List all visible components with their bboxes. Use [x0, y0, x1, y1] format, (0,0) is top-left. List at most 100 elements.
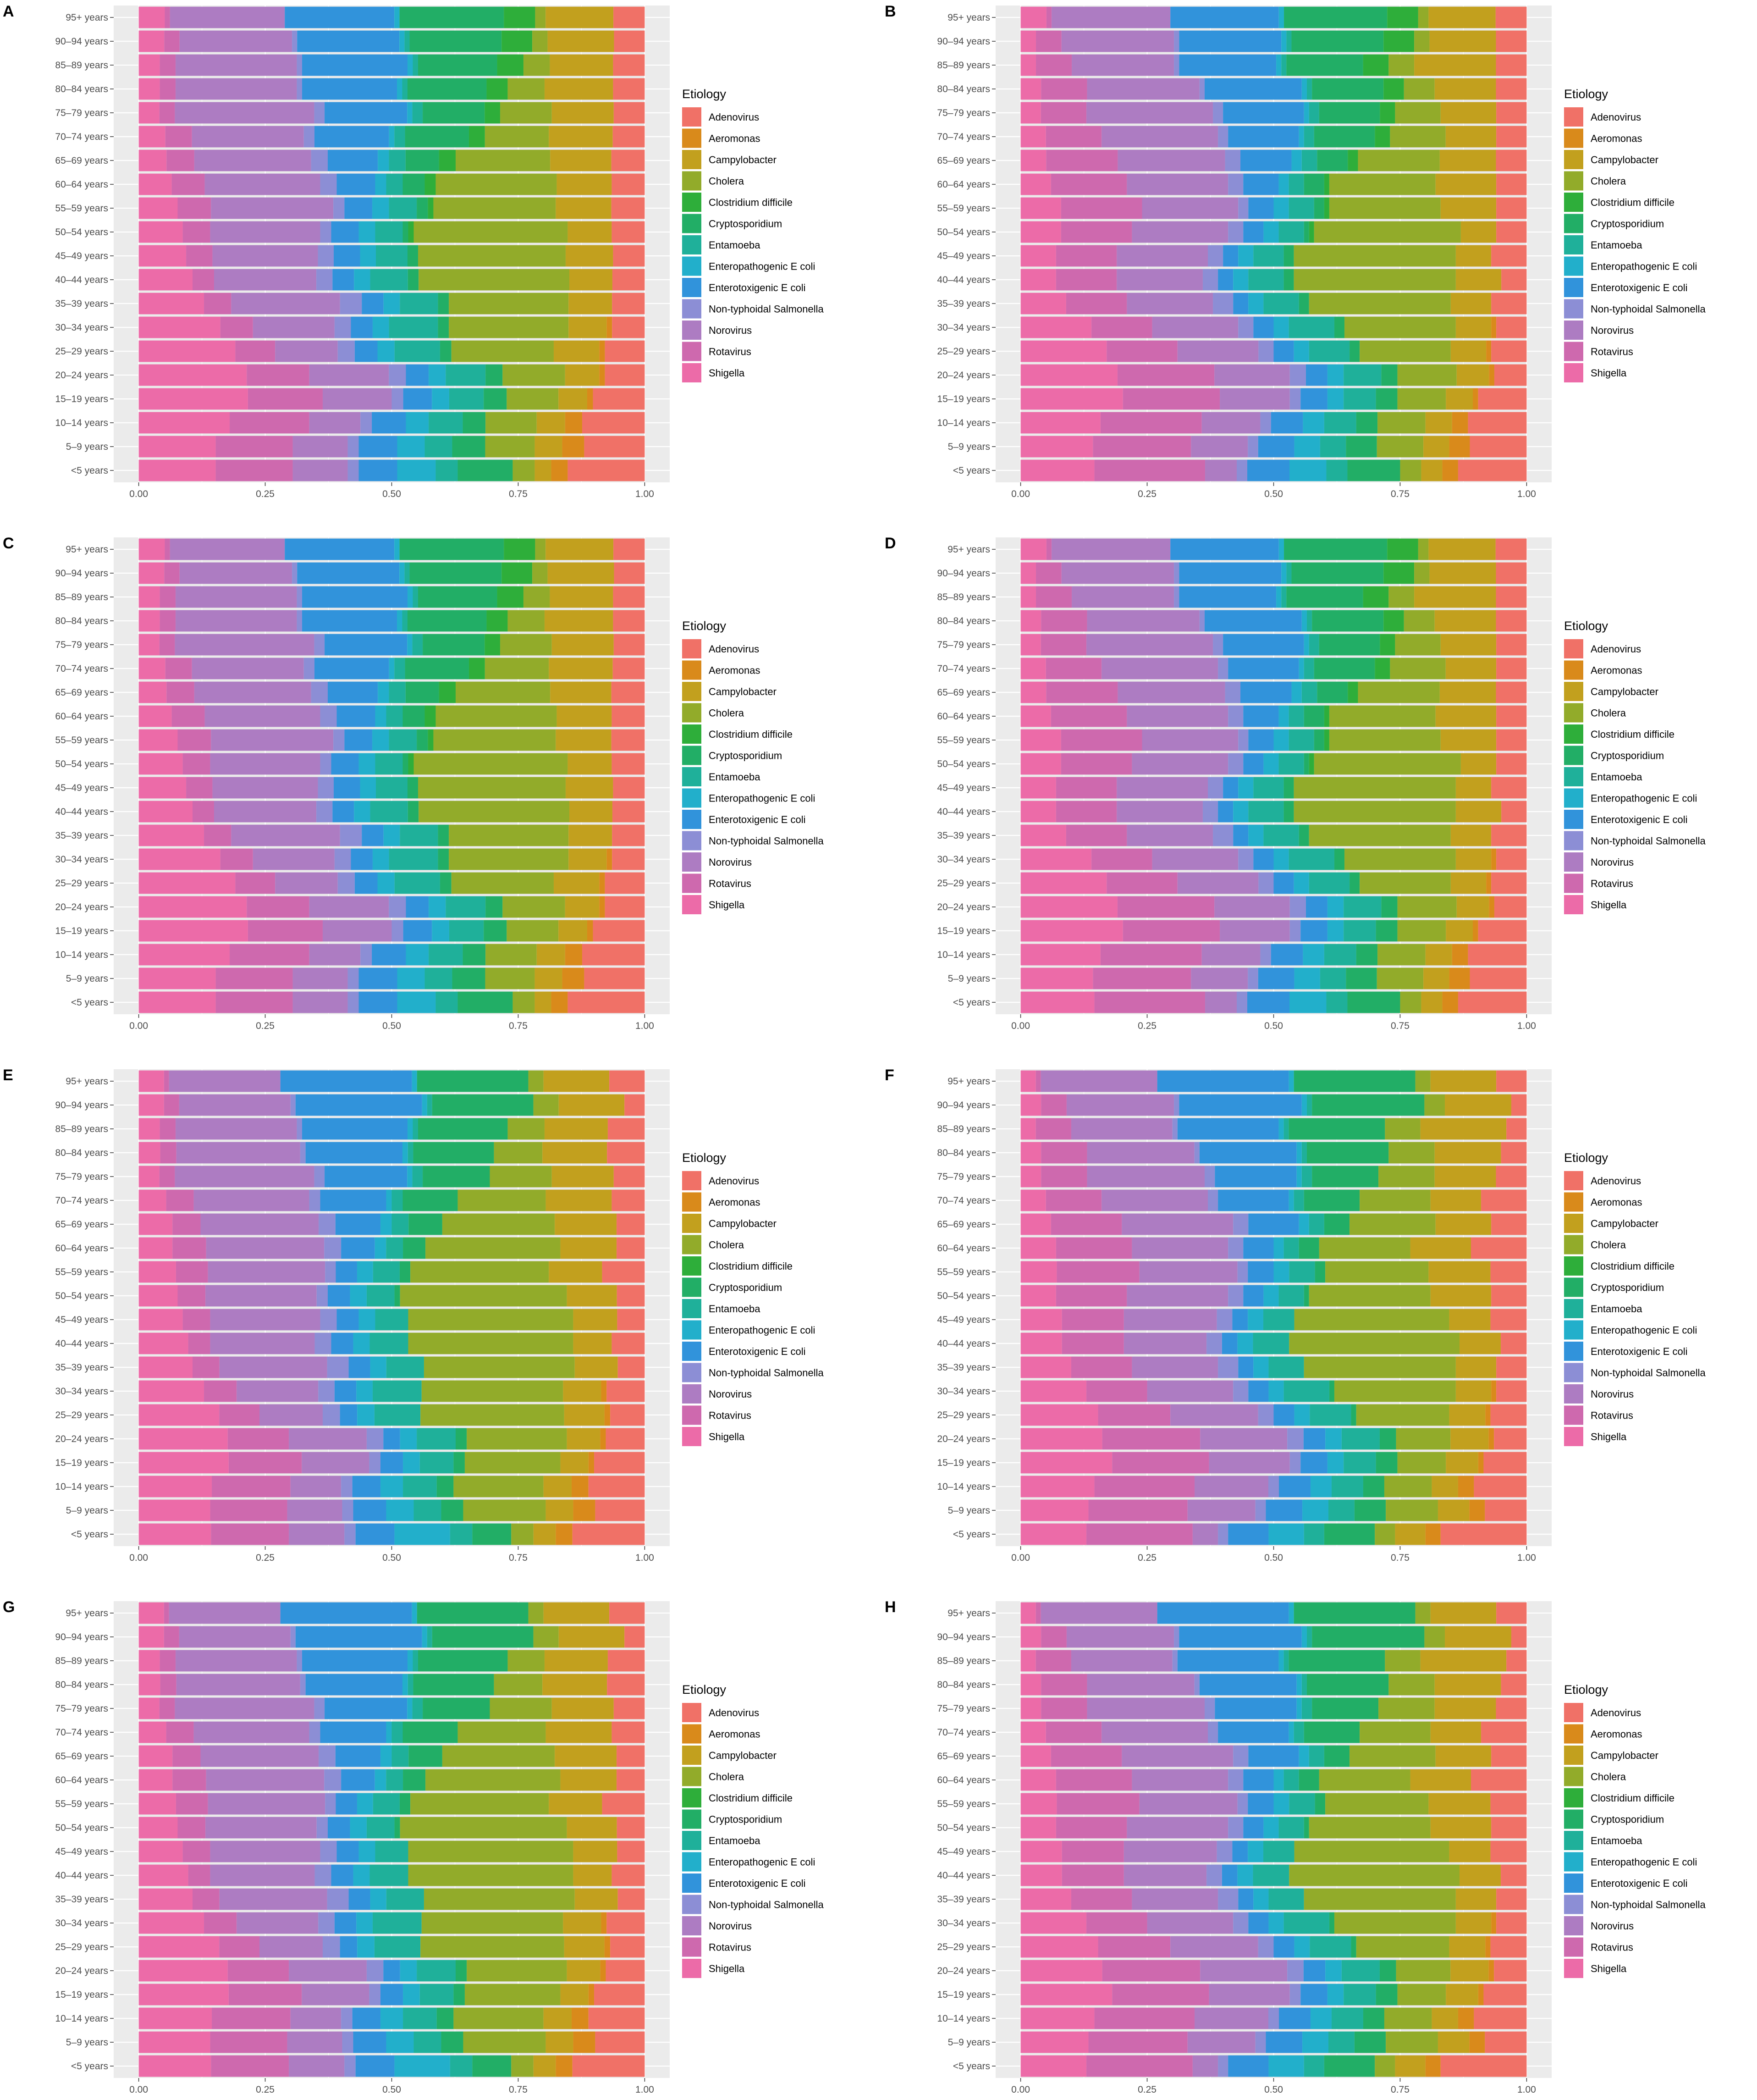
bar-segment-enterotoxigenic-e-coli	[1243, 1817, 1264, 1839]
bar-segment-campylobacter	[551, 102, 614, 124]
bar-segment-entamoeba	[449, 388, 484, 410]
bar-segment-non-typhoidal-salmonella	[320, 173, 337, 195]
x-tick-label: 0.00	[1011, 1553, 1030, 1563]
y-tick-label: 75–79 years	[937, 1703, 990, 1714]
bar-segment-campylobacter	[560, 1237, 617, 1259]
bar-segment-non-typhoidal-salmonella	[1255, 2031, 1266, 2053]
bar-segment-non-typhoidal-salmonella	[320, 753, 331, 775]
bar-segment-cholera	[1396, 1960, 1451, 1982]
bar-segment-enteropathogenic-e-coli	[407, 54, 413, 76]
bar-segment-enterotoxigenic-e-coli	[1248, 1380, 1269, 1402]
bar-segment-enteropathogenic-e-coli	[397, 610, 402, 632]
bar-segment-enterotoxigenic-e-coli	[328, 681, 378, 703]
bar-segment-cryptosporidium	[1312, 1697, 1379, 1719]
y-tick-label: 60–64 years	[55, 1775, 108, 1785]
y-tick-label: 70–74 years	[937, 132, 990, 142]
bar-segment-campylobacter	[567, 221, 612, 243]
y-tick-label: <5 years	[71, 2061, 108, 2072]
bar-segment-adenovirus	[624, 1094, 645, 1116]
bar-segment-enteropathogenic-e-coli	[1263, 221, 1279, 243]
bar-segment-norovirus	[1191, 967, 1248, 989]
bar-segment-enteropathogenic-e-coli	[1291, 681, 1302, 703]
bar-segment-rotavirus	[204, 1380, 237, 1402]
bar-segment-enteropathogenic-e-coli	[1289, 1189, 1294, 1211]
bar-segment-non-typhoidal-salmonella	[1228, 1769, 1244, 1791]
bar-segment-rotavirus	[1102, 1960, 1201, 1982]
bar-segment-adenovirus	[609, 1070, 645, 1092]
bar-segment-non-typhoidal-salmonella	[1204, 1697, 1215, 1719]
bar-segment-aeromonas	[599, 872, 605, 894]
bar-segment-adenovirus	[613, 634, 645, 656]
legend-key-cholera	[682, 703, 701, 723]
bar-segment-cryptosporidium	[1304, 221, 1309, 243]
bar-segment-enteropathogenic-e-coli	[375, 1237, 386, 1259]
bar-segment-adenovirus	[607, 1118, 645, 1140]
bar-segment-aeromonas	[1486, 872, 1492, 894]
bar-segment-norovirus	[175, 634, 314, 656]
bar-segment-entamoeba	[391, 1745, 409, 1767]
bar-segment-cholera	[1377, 412, 1426, 434]
bar-segment-cryptosporidium	[463, 412, 486, 434]
legend-key-aeromonas	[1564, 1192, 1583, 1212]
x-tick-label: 0.75	[1391, 2084, 1410, 2095]
bar-segment-shigella	[138, 1285, 178, 1307]
bar-segment-shigella	[1020, 2055, 1087, 2077]
bar-segment-shigella	[1020, 221, 1061, 243]
bar-segment-non-typhoidal-salmonella	[292, 562, 297, 584]
bar-segment-enteropathogenic-e-coli	[372, 848, 389, 870]
bar-segment-campylobacter	[533, 1523, 556, 1545]
bar-segment-campylobacter	[1445, 126, 1497, 148]
bar-segment-enterotoxigenic-e-coli	[1303, 1428, 1326, 1450]
y-tick-label: 20–24 years	[55, 1434, 108, 1444]
bar-segment-shigella	[138, 459, 216, 481]
bar-segment-entamoeba	[1301, 681, 1317, 703]
bar-segment-enterotoxigenic-e-coli	[1303, 1960, 1326, 1982]
bar-segment-norovirus	[309, 412, 361, 434]
bar-segment-campylobacter	[565, 896, 600, 918]
bar-segment-adenovirus	[1496, 681, 1527, 703]
bar-segment-enterotoxigenic-e-coli	[1223, 102, 1304, 124]
bar-segment-shigella	[138, 634, 160, 656]
bar-segment-campylobacter	[1450, 872, 1487, 894]
y-tick-label: 50–54 years	[55, 759, 108, 769]
bar-segment-enterotoxigenic-e-coli	[1179, 30, 1282, 52]
bar-segment-enteropathogenic-e-coli	[1289, 1721, 1294, 1743]
bar-segment-clostridium-difficile	[1324, 173, 1329, 195]
bar-segment-entamoeba	[400, 293, 438, 315]
bar-segment-non-typhoidal-salmonella	[1233, 1380, 1249, 1402]
bar-segment-shigella	[1020, 269, 1056, 291]
y-tick-label: 40–44 years	[937, 275, 990, 285]
bar-segment-non-typhoidal-salmonella	[1237, 991, 1248, 1013]
y-tick-label: 20–24 years	[937, 370, 990, 381]
bar-segment-cholera	[413, 753, 568, 775]
bar-segment-cholera	[1377, 436, 1424, 458]
bar-segment-norovirus	[210, 1309, 320, 1331]
bar-segment-adenovirus	[612, 293, 645, 315]
legend-label: Campylobacter	[1591, 686, 1658, 697]
bar-segment-enterotoxigenic-e-coli	[1238, 1356, 1254, 1378]
bar-segment-shigella	[1020, 729, 1061, 751]
bar-segment-enterotoxigenic-e-coli	[285, 538, 395, 560]
bar-segment-norovirus	[1214, 896, 1290, 918]
bar-segment-norovirus	[292, 991, 348, 1013]
bar-segment-cholera	[1397, 920, 1446, 942]
bar-segment-campylobacter	[1438, 1499, 1470, 1521]
legend-key-shigella	[1564, 363, 1583, 382]
bar-segment-norovirus	[1102, 658, 1218, 680]
bar-segment-rotavirus	[215, 436, 293, 458]
bar-segment-enteropathogenic-e-coli	[1273, 1793, 1289, 1815]
bar-segment-shigella	[138, 1452, 229, 1474]
bar-segment-enteropathogenic-e-coli	[357, 1793, 373, 1815]
bar-segment-enterotoxigenic-e-coli	[1266, 2031, 1303, 2053]
y-tick-label: 60–64 years	[937, 179, 990, 190]
bar-segment-adenovirus	[617, 1356, 645, 1378]
bar-segment-rotavirus	[1117, 896, 1215, 918]
bar-segment-non-typhoidal-salmonella	[366, 1428, 384, 1450]
y-tick-label: 85–89 years	[937, 592, 990, 602]
bar-segment-non-typhoidal-salmonella	[333, 197, 345, 219]
bar-segment-entamoeba	[386, 1237, 403, 1259]
bar-segment-enterotoxigenic-e-coli	[1278, 2007, 1311, 2029]
bar-segment-enterotoxigenic-e-coli	[1243, 1769, 1274, 1791]
bar-segment-norovirus	[1209, 1452, 1290, 1474]
bar-segment-cryptosporidium	[1291, 562, 1384, 584]
